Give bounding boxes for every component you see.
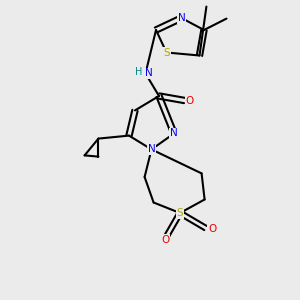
Text: N: N — [178, 13, 185, 23]
Text: N: N — [145, 68, 153, 79]
Text: O: O — [208, 224, 216, 235]
Text: H: H — [135, 67, 142, 77]
Text: S: S — [163, 47, 170, 58]
Text: S: S — [177, 208, 183, 218]
Text: N: N — [148, 144, 155, 154]
Text: N: N — [170, 128, 178, 139]
Text: O: O — [161, 235, 169, 245]
Text: O: O — [186, 95, 194, 106]
